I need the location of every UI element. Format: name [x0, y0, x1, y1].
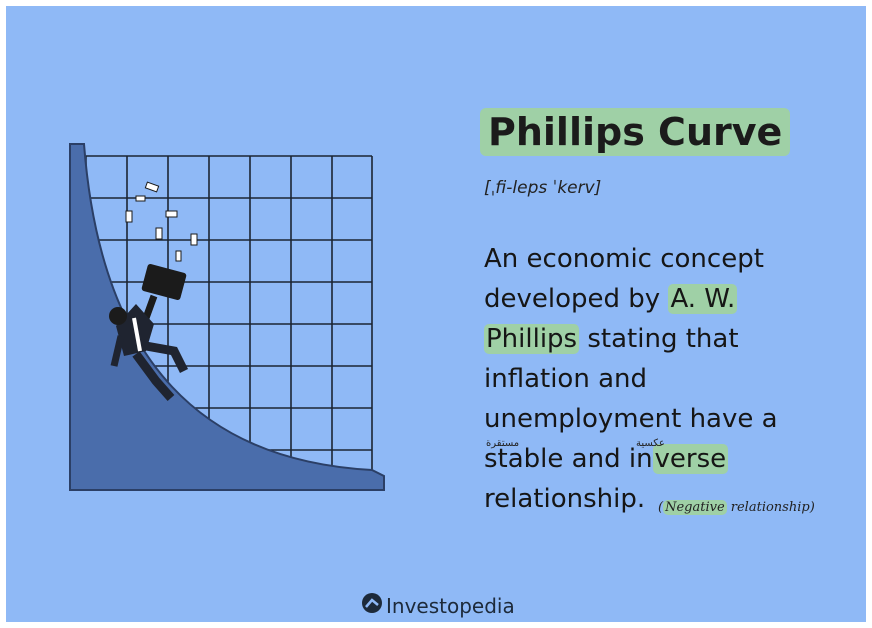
curve-slope — [69, 143, 385, 491]
money — [125, 181, 198, 262]
highlighted-text: Phillips — [484, 324, 580, 354]
text: stating that — [579, 324, 739, 354]
definition-line: relationship. — [484, 484, 645, 514]
text: relationship. — [484, 484, 646, 514]
illustration — [69, 143, 385, 613]
definition-line: Phillips stating that — [484, 324, 739, 354]
text: inflation and — [484, 364, 647, 394]
note-text: ( — [658, 500, 664, 515]
definition-line: developed by A. W. — [484, 284, 738, 314]
note-text: relationship) — [726, 500, 815, 515]
text: stable and in — [484, 444, 653, 474]
logo-icon — [362, 593, 382, 613]
text: developed by — [484, 284, 669, 314]
text: An economic concept — [484, 244, 764, 274]
highlighted-text: verse — [652, 444, 729, 474]
handwritten-note: (Negative relationship) — [658, 500, 815, 515]
definition-line: inflation and — [484, 364, 647, 394]
falling-man — [109, 263, 189, 401]
pronunciation: [ˌfi-leps ˈkerv] — [484, 178, 602, 198]
definition-line: An economic concept — [484, 244, 764, 274]
annotation: مستقرة — [486, 438, 520, 449]
card: Phillips Curve [ˌfi-leps ˈkerv] An econo… — [6, 6, 866, 622]
definition-line: unemployment have a — [484, 404, 778, 434]
title: Phillips Curve — [480, 108, 791, 156]
text: unemployment have a — [484, 404, 778, 434]
definition-line: stable and inverse — [484, 444, 729, 474]
annotation: عكسية — [636, 438, 665, 449]
note-highlight: Negative — [663, 500, 727, 515]
brand: Investopedia — [386, 594, 515, 618]
highlighted-text: A. W. — [668, 284, 738, 314]
